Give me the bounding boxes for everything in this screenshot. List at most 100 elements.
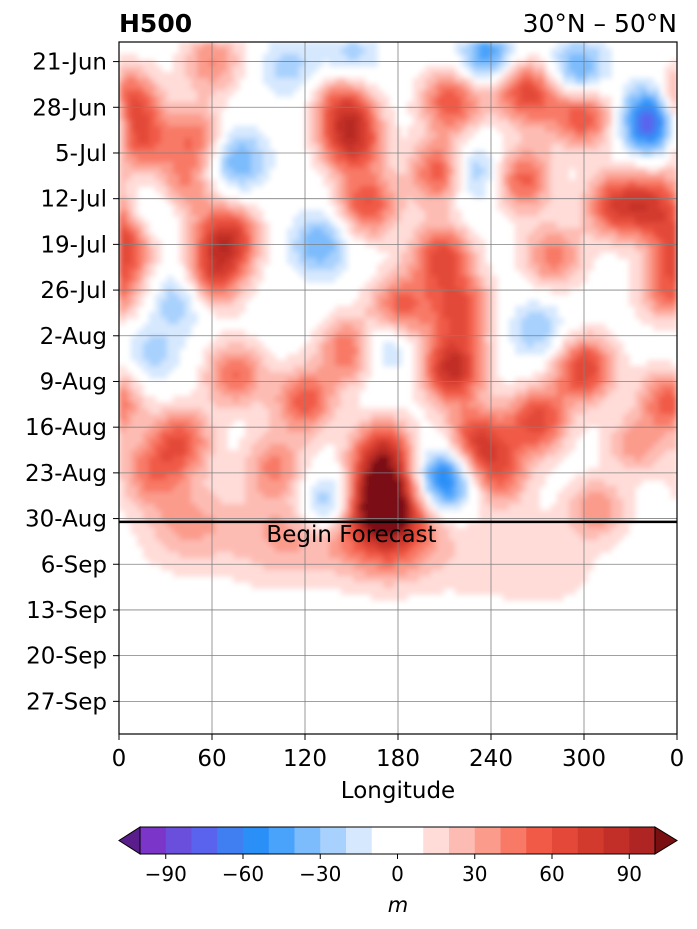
contour-cell xyxy=(263,234,270,241)
contour-cell xyxy=(311,444,318,451)
contour-cell xyxy=(215,192,222,199)
contour-cell xyxy=(425,384,432,391)
contour-cell xyxy=(533,240,540,247)
contour-cell xyxy=(305,258,312,265)
contour-cell xyxy=(335,426,342,433)
contour-cell xyxy=(323,390,330,397)
contour-cell xyxy=(635,258,642,265)
contour-cell xyxy=(611,228,618,235)
contour-cell xyxy=(617,414,624,421)
contour-cell xyxy=(341,42,348,49)
contour-cell xyxy=(527,402,534,409)
contour-cell xyxy=(545,108,552,115)
contour-cell xyxy=(623,90,630,97)
contour-cell xyxy=(305,132,312,139)
contour-cell xyxy=(185,222,192,229)
contour-cell xyxy=(641,288,648,295)
contour-cell xyxy=(251,156,258,163)
contour-cell xyxy=(659,246,666,253)
contour-cell xyxy=(383,168,390,175)
contour-cell xyxy=(431,246,438,253)
contour-cell xyxy=(461,456,468,463)
contour-cell xyxy=(443,276,450,283)
contour-cell xyxy=(185,396,192,403)
contour-cell xyxy=(449,258,456,265)
contour-cell xyxy=(257,174,264,181)
contour-cell xyxy=(575,420,582,427)
contour-cell xyxy=(413,384,420,391)
contour-cell xyxy=(191,132,198,139)
contour-cell xyxy=(551,234,558,241)
contour-cell xyxy=(347,126,354,133)
contour-cell xyxy=(425,324,432,331)
contour-cell xyxy=(353,228,360,235)
contour-cell xyxy=(149,354,156,361)
contour-cell xyxy=(437,174,444,181)
contour-cell xyxy=(155,168,162,175)
contour-cell xyxy=(251,240,258,247)
contour-cell xyxy=(371,204,378,211)
contour-cell xyxy=(623,354,630,361)
contour-cell xyxy=(119,396,126,403)
contour-cell xyxy=(119,66,126,73)
contour-cell xyxy=(467,336,474,343)
contour-cell xyxy=(155,72,162,79)
contour-cell xyxy=(149,174,156,181)
contour-cell xyxy=(359,384,366,391)
contour-cell xyxy=(197,108,204,115)
contour-cell xyxy=(623,144,630,151)
contour-cell xyxy=(425,372,432,379)
contour-cell xyxy=(323,156,330,163)
contour-cell xyxy=(335,318,342,325)
contour-cell xyxy=(455,84,462,91)
contour-cell xyxy=(617,366,624,373)
contour-cell xyxy=(143,132,150,139)
contour-cell xyxy=(239,162,246,169)
contour-cell xyxy=(413,246,420,253)
contour-cell xyxy=(431,90,438,97)
contour-cell xyxy=(329,54,336,61)
contour-cell xyxy=(569,402,576,409)
contour-cell xyxy=(425,180,432,187)
contour-cell xyxy=(545,444,552,451)
contour-cell xyxy=(515,114,522,121)
contour-cell xyxy=(539,246,546,253)
contour-cell xyxy=(317,360,324,367)
contour-cell xyxy=(497,42,504,49)
contour-cell xyxy=(359,348,366,355)
contour-cell xyxy=(137,456,144,463)
contour-cell xyxy=(149,114,156,121)
contour-cell xyxy=(539,450,546,457)
contour-cell xyxy=(155,252,162,259)
contour-cell xyxy=(353,426,360,433)
contour-cell xyxy=(287,54,294,61)
contour-cell xyxy=(215,240,222,247)
contour-cell xyxy=(269,384,276,391)
contour-cell xyxy=(659,312,666,319)
contour-cell xyxy=(257,156,264,163)
contour-cell xyxy=(335,450,342,457)
contour-cell xyxy=(629,138,636,145)
contour-cell xyxy=(383,180,390,187)
contour-cell xyxy=(533,168,540,175)
contour-cell xyxy=(473,240,480,247)
contour-cell xyxy=(647,84,654,91)
contour-cell xyxy=(671,324,677,331)
contour-cell xyxy=(329,42,336,49)
contour-cell xyxy=(281,72,288,79)
contour-cell xyxy=(443,342,450,349)
contour-cell xyxy=(305,240,312,247)
contour-cell xyxy=(593,72,600,79)
contour-cell xyxy=(179,222,186,229)
contour-cell xyxy=(173,462,180,469)
contour-cell xyxy=(551,84,558,91)
contour-cell xyxy=(521,60,528,67)
contour-cell xyxy=(341,402,348,409)
contour-cell xyxy=(179,414,186,421)
contour-cell xyxy=(359,114,366,121)
contour-cell xyxy=(611,240,618,247)
contour-cell xyxy=(371,156,378,163)
contour-cell xyxy=(671,432,677,439)
contour-cell xyxy=(197,222,204,229)
contour-cell xyxy=(281,408,288,415)
